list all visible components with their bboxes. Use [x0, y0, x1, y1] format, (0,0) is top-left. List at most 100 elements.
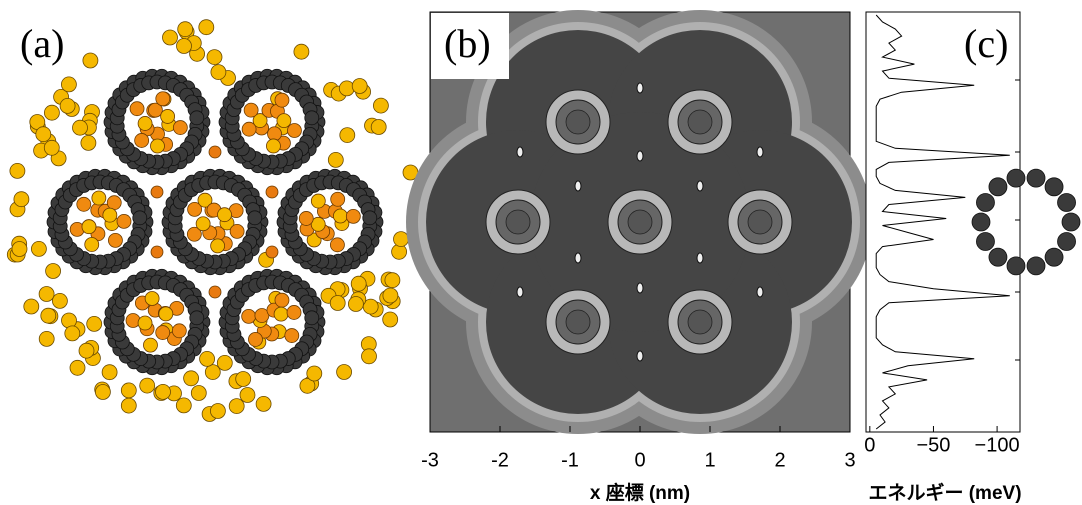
atom — [44, 105, 59, 120]
inner-atom — [311, 194, 325, 208]
gap-atom — [151, 246, 163, 258]
panel-label: (a) — [20, 21, 64, 66]
ring-atom — [989, 248, 1007, 266]
atom — [205, 365, 220, 380]
atom — [339, 81, 354, 96]
ring-atom — [976, 193, 994, 211]
inner-atom — [333, 209, 347, 223]
ring-atom — [1045, 178, 1063, 196]
atom — [371, 120, 386, 135]
atom — [240, 388, 255, 403]
atom — [39, 331, 54, 346]
inner-atom — [161, 109, 175, 123]
atom — [121, 398, 136, 413]
inner-atom — [277, 114, 291, 128]
atom — [121, 383, 136, 398]
x-tick-label: −50 — [916, 434, 950, 456]
x-tick-label: 1 — [704, 449, 715, 471]
atom — [79, 343, 94, 358]
atom — [362, 349, 377, 364]
ring-core — [688, 110, 712, 134]
ring-core — [506, 210, 530, 234]
atom — [383, 288, 398, 303]
inner-atom — [117, 214, 131, 228]
inner-atom — [156, 326, 170, 340]
adatom — [517, 287, 523, 297]
gap-atom — [209, 146, 221, 158]
atom — [294, 44, 309, 59]
inner-atom — [248, 332, 262, 346]
ring-atom — [133, 211, 147, 225]
inner-atom — [107, 196, 121, 210]
atom — [156, 384, 171, 399]
atom — [394, 232, 409, 247]
plot-frame — [866, 12, 1020, 432]
atom — [12, 242, 27, 257]
ring-atom — [1027, 257, 1045, 275]
inner-atom — [77, 197, 91, 211]
x-tick-label: -2 — [491, 449, 509, 471]
ring-atom — [1045, 248, 1063, 266]
inner-atom — [211, 239, 225, 253]
ring-atom — [305, 111, 319, 125]
atom — [184, 371, 199, 386]
gap-atom — [266, 186, 278, 198]
panel-label: (c) — [964, 21, 1008, 66]
inner-atom — [285, 329, 299, 343]
atom — [178, 22, 193, 37]
inner-atom — [92, 191, 106, 205]
atom — [60, 98, 75, 113]
atom — [70, 360, 85, 375]
atom — [236, 372, 251, 387]
x-tick-label: −100 — [975, 434, 1020, 456]
ring-atom — [363, 211, 377, 225]
atom — [95, 385, 110, 400]
inner-atom — [143, 338, 157, 352]
inner-atom — [138, 116, 152, 130]
adatom — [637, 283, 643, 293]
atom — [52, 293, 67, 308]
atom — [102, 365, 117, 380]
atom — [348, 297, 363, 312]
inner-atom — [150, 139, 164, 153]
adatom — [637, 351, 643, 361]
atom — [328, 152, 343, 167]
atom — [39, 287, 54, 302]
atom — [383, 312, 398, 327]
inner-atom — [173, 121, 187, 135]
ring-atom — [972, 213, 990, 231]
atom — [36, 127, 51, 142]
atom — [340, 128, 355, 143]
inner-atom — [108, 233, 122, 247]
inner-atom — [103, 208, 117, 222]
gap-atom — [151, 186, 163, 198]
inner-atom — [242, 309, 256, 323]
atom — [176, 398, 191, 413]
atom — [330, 296, 345, 311]
inner-atom — [82, 220, 96, 234]
x-tick-label: 3 — [844, 449, 855, 471]
panel-label: (b) — [444, 21, 491, 66]
adatom — [575, 253, 581, 263]
x-tick-label: -1 — [561, 449, 579, 471]
ring-atom — [976, 233, 994, 251]
atom — [210, 404, 225, 419]
panel-a — [7, 20, 426, 422]
ring-core — [688, 310, 712, 334]
inner-atom — [287, 305, 301, 319]
atom — [351, 276, 366, 291]
atom — [31, 241, 46, 256]
inner-atom — [230, 224, 244, 238]
atom — [199, 20, 214, 35]
atom — [10, 163, 25, 178]
adatom — [637, 151, 643, 161]
atom — [14, 192, 29, 207]
ring-core — [566, 110, 590, 134]
inner-atom — [244, 103, 258, 117]
inner-atom — [331, 192, 345, 206]
gap-atom — [266, 246, 278, 258]
atom — [73, 120, 88, 135]
adatom — [697, 253, 703, 263]
inner-atom — [299, 211, 313, 225]
inner-atom — [287, 124, 301, 138]
